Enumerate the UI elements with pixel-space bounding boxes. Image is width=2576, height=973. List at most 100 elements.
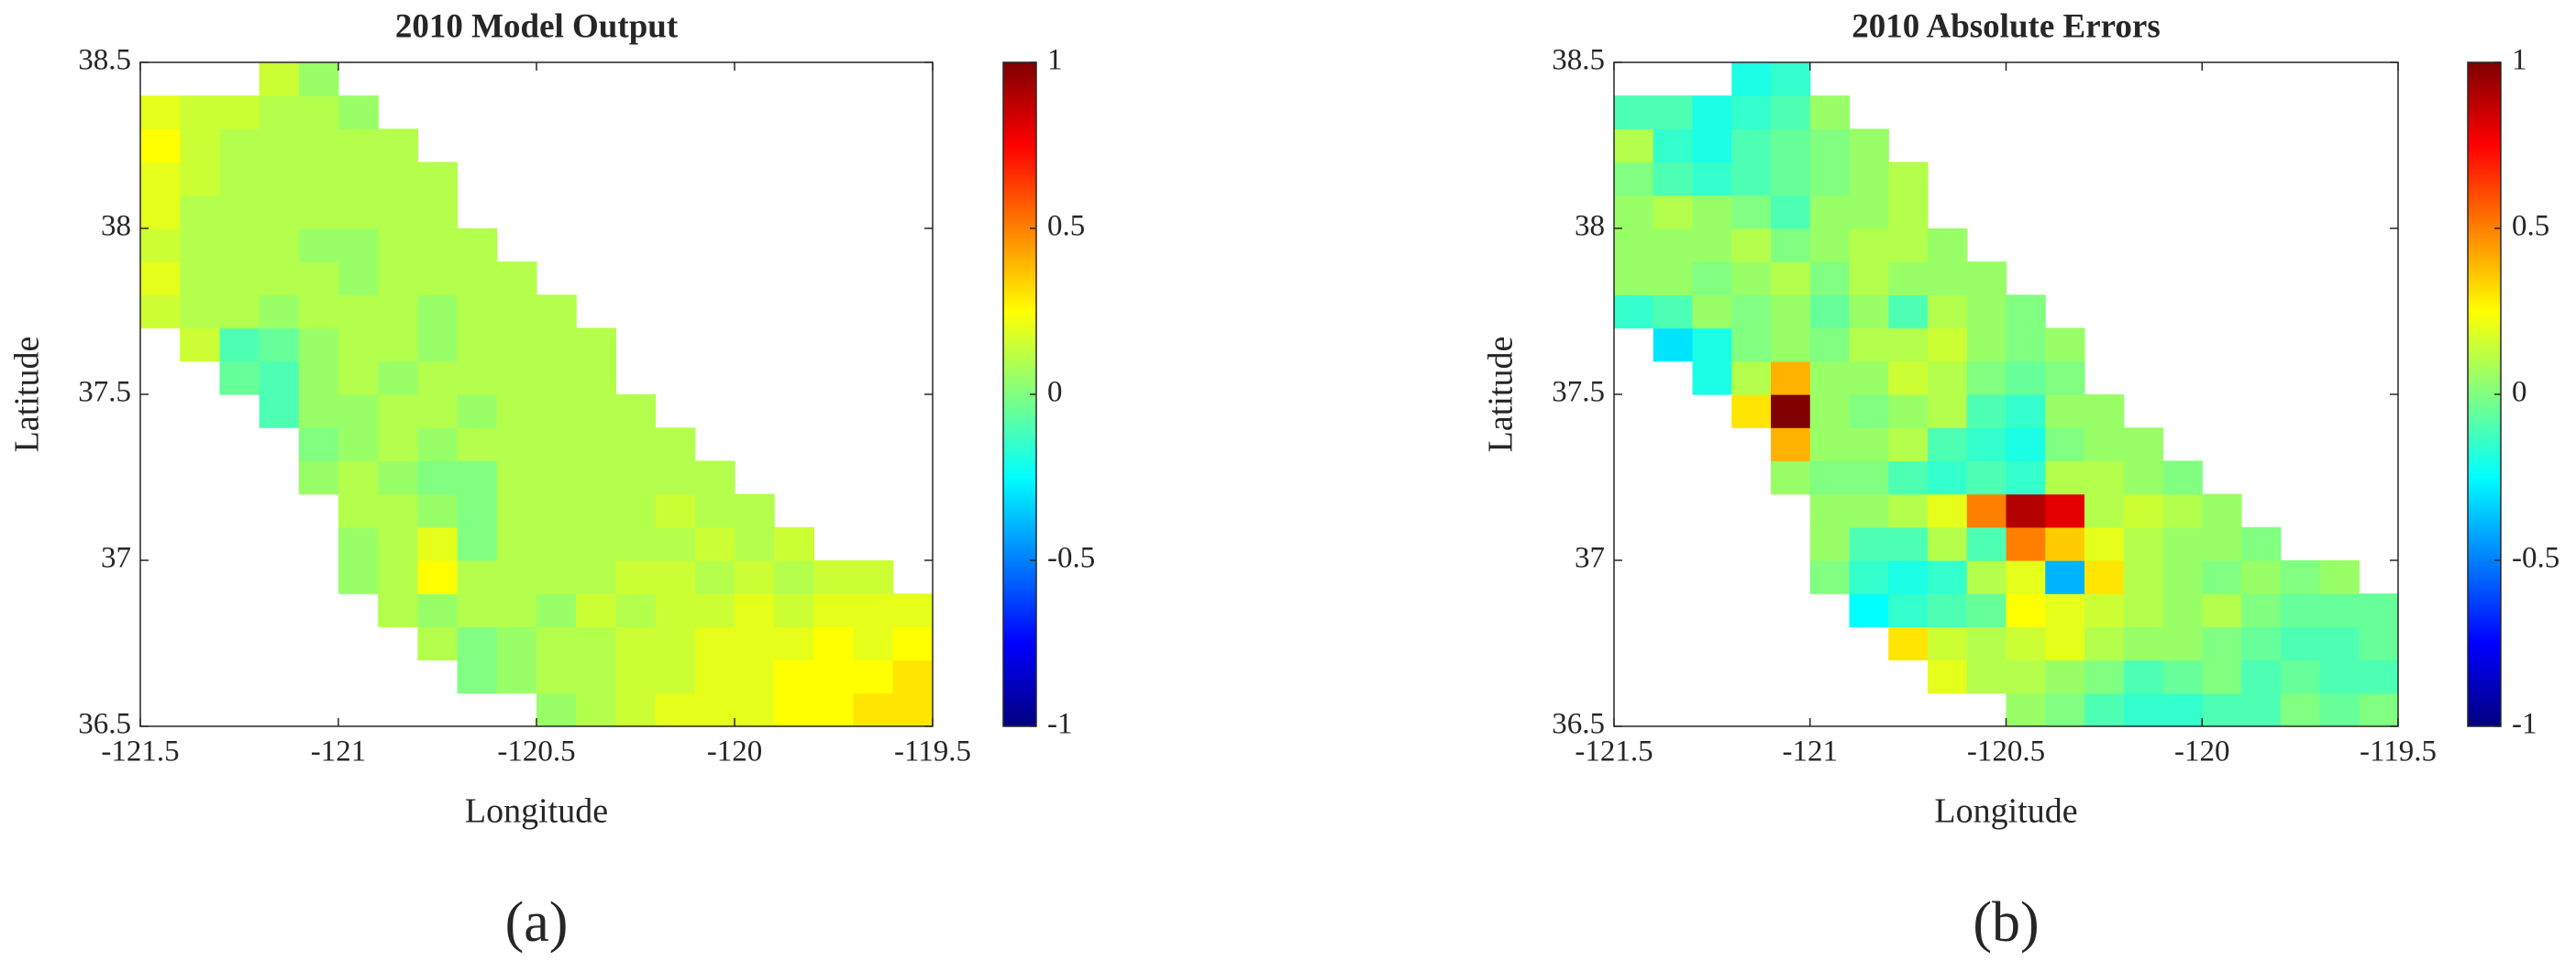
heat-cell — [1849, 128, 1889, 163]
heat-cell — [1614, 194, 1654, 229]
heat-cell — [576, 593, 616, 627]
heat-cell — [1771, 62, 1811, 96]
heat-cell — [1771, 261, 1811, 295]
heat-cell — [2123, 626, 2164, 661]
heat-cell — [1849, 228, 1889, 262]
heat-cell — [140, 128, 181, 163]
heat-cell — [1809, 161, 1851, 196]
heat-cell — [1888, 161, 1929, 196]
heat-cell — [2241, 626, 2282, 661]
heat-cell — [892, 659, 934, 694]
heat-cell — [655, 692, 696, 727]
heat-cell — [457, 493, 498, 528]
heat-cell — [774, 626, 814, 661]
heat-cell — [2319, 626, 2360, 661]
heat-cell — [2359, 692, 2399, 727]
y-axis-label: Latitude — [8, 337, 47, 453]
heat-cell — [576, 526, 616, 561]
heat-cell — [2319, 560, 2360, 594]
heat-cell — [1849, 294, 1889, 329]
heat-cell — [1888, 327, 1929, 362]
heat-cell — [2123, 526, 2164, 561]
heat-cell — [378, 294, 418, 329]
heat-cell — [417, 161, 459, 196]
heat-cell — [417, 261, 459, 295]
heat-cell — [1928, 659, 1968, 694]
colorbar-tick-label: -1 — [1047, 708, 1073, 741]
heat-cell — [417, 327, 459, 362]
heat-cell — [298, 128, 339, 163]
heat-cell — [655, 526, 696, 561]
heat-cell — [576, 560, 616, 594]
heat-cell — [1888, 560, 1929, 594]
heat-cell — [1888, 427, 1929, 461]
heat-cell — [2045, 560, 2085, 594]
heat-cell — [1966, 460, 2007, 495]
heat-cell — [378, 493, 418, 528]
heat-cell — [259, 294, 300, 329]
heat-cell — [1653, 128, 1694, 163]
heat-cell — [259, 261, 300, 295]
heat-cell — [615, 427, 657, 461]
x-tick-label: -120 — [2174, 735, 2230, 768]
heat-cell — [694, 593, 735, 627]
heat-cell — [378, 593, 418, 627]
heat-cell — [496, 626, 537, 661]
heat-cell — [140, 161, 181, 196]
heat-cell — [457, 327, 498, 362]
heat-cell — [496, 360, 537, 395]
heat-cell — [813, 560, 855, 594]
heat-cell — [417, 626, 459, 661]
heat-cell — [1692, 95, 1732, 129]
heat-cell — [2045, 427, 2085, 461]
heat-cell — [259, 194, 300, 229]
heat-cell — [338, 261, 379, 295]
heat-cell — [1849, 526, 1889, 561]
heat-cell — [338, 228, 379, 262]
heat-cell — [1614, 261, 1654, 295]
heat-cell — [2006, 560, 2046, 594]
heat-cell — [2045, 593, 2085, 627]
heat-cell — [813, 659, 855, 694]
heat-cell — [180, 95, 220, 129]
heat-cell — [1928, 427, 1968, 461]
heat-cell — [536, 593, 577, 627]
heat-cell — [536, 460, 577, 495]
heat-cell — [1849, 394, 1889, 428]
y-tick-label: 37 — [1575, 542, 1605, 575]
heat-cell — [2123, 692, 2164, 727]
heat-cell — [298, 228, 339, 262]
heat-cell — [457, 560, 498, 594]
colorbar-tick-label: 1 — [1047, 44, 1063, 77]
heat-cell — [298, 460, 339, 495]
heat-cell — [1928, 294, 1968, 329]
heat-cell — [2202, 593, 2242, 627]
heat-cell — [615, 560, 657, 594]
heat-cell — [615, 659, 657, 694]
heat-cell — [2162, 593, 2203, 627]
heat-cell — [457, 261, 498, 295]
heat-cell — [298, 360, 339, 395]
heat-cell — [615, 593, 657, 627]
heat-cell — [1888, 394, 1929, 428]
heat-cell — [1771, 327, 1811, 362]
heat-cell — [2319, 692, 2360, 727]
heat-cell — [1692, 194, 1732, 229]
heat-cell — [1928, 560, 1968, 594]
heat-cell — [1928, 360, 1968, 395]
heat-cell — [457, 626, 498, 661]
heat-cell — [219, 194, 260, 229]
heat-cell — [892, 692, 934, 727]
heat-cell — [219, 261, 260, 295]
heat-cell — [1809, 526, 1851, 561]
heat-cell — [2084, 659, 2125, 694]
heat-cell — [378, 526, 418, 561]
heat-cell — [180, 228, 220, 262]
heat-cell — [892, 593, 934, 627]
heat-cell — [378, 427, 418, 461]
heat-cell — [2006, 659, 2046, 694]
heat-cell — [378, 128, 418, 163]
heat-cell — [735, 526, 775, 561]
heat-cell — [2006, 692, 2046, 727]
heat-cell — [259, 327, 300, 362]
